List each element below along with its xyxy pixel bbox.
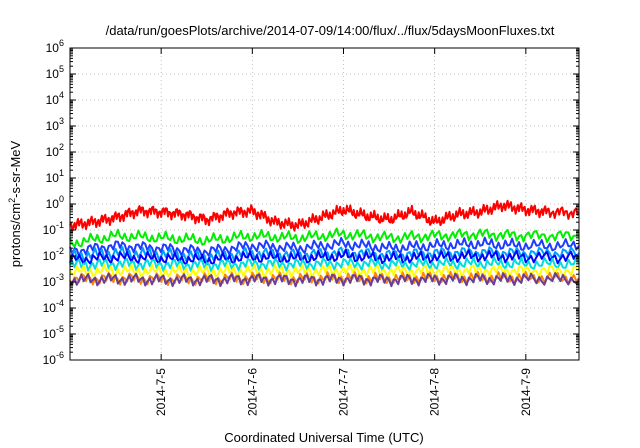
y-tick-base: 10 (46, 145, 60, 159)
y-tick-exponent: -1 (56, 220, 64, 230)
y-tick-exponent: 3 (59, 116, 64, 126)
y-tick-label: 106 (46, 38, 64, 55)
y-tick-label: 105 (46, 64, 64, 81)
x-tick-label: 2014-7-7 (336, 368, 350, 416)
y-tick-label: 10-1 (43, 220, 64, 237)
y-tick-base: 10 (43, 327, 57, 341)
y-axis-ticks: 10-610-510-410-310-210-11001011021031041… (43, 38, 579, 367)
x-tick-label: 2014-7-8 (428, 368, 442, 416)
y-tick-label: 10-3 (43, 272, 64, 289)
y-tick-exponent: -5 (56, 324, 64, 334)
x-tick-label: 2014-7-6 (245, 368, 259, 416)
flux-series-line-2 (69, 227, 580, 248)
y-tick-exponent: 4 (59, 90, 64, 100)
flux-series-line-6 (69, 256, 580, 273)
y-tick-exponent: -6 (56, 350, 64, 360)
chart-title: /data/run/goesPlots/archive/2014-07-09/1… (106, 23, 555, 38)
y-tick-exponent: 5 (59, 64, 64, 74)
y-tick-label: 10-6 (43, 350, 64, 367)
y-tick-label: 100 (46, 194, 64, 211)
flux-series-line-3 (69, 236, 580, 258)
y-tick-label: 10-2 (43, 246, 64, 263)
y-tick-base: 10 (43, 275, 57, 289)
y-tick-base: 10 (46, 119, 60, 133)
x-tick-label: 2014-7-9 (519, 368, 533, 416)
y-tick-base: 10 (46, 197, 60, 211)
y-axis-title-superscript: 2 (7, 198, 17, 203)
flux-series-line-1 (69, 199, 580, 232)
y-tick-exponent: 6 (59, 38, 64, 48)
y-tick-exponent: 1 (59, 168, 64, 178)
y-tick-base: 10 (46, 93, 60, 107)
y-tick-label: 101 (46, 168, 64, 185)
series-layer (69, 199, 580, 288)
y-tick-exponent: -4 (56, 298, 64, 308)
y-tick-label: 10-4 (43, 298, 64, 315)
y-tick-base: 10 (43, 301, 57, 315)
y-tick-exponent: 0 (59, 194, 64, 204)
y-axis-title: protons/cm2-s-sr-MeV (7, 140, 23, 267)
y-tick-label: 104 (46, 90, 64, 107)
y-tick-label: 102 (46, 142, 64, 159)
flux-series-line-7 (69, 263, 580, 279)
flux-series-line-9 (69, 272, 580, 288)
x-axis-title: Coordinated Universal Time (UTC) (224, 430, 423, 445)
flux-series-line-5 (69, 248, 580, 266)
y-tick-exponent: 2 (59, 142, 64, 152)
y-axis-title-prefix: protons/cm (8, 203, 23, 267)
y-tick-base: 10 (43, 353, 57, 367)
y-tick-base: 10 (46, 41, 60, 55)
y-tick-label: 10-5 (43, 324, 64, 341)
y-tick-base: 10 (43, 223, 57, 237)
y-tick-exponent: -2 (56, 246, 64, 256)
y-tick-base: 10 (43, 249, 57, 263)
y-tick-exponent: -3 (56, 272, 64, 282)
y-tick-base: 10 (46, 67, 60, 81)
grid-layer (70, 48, 579, 360)
y-axis-title-suffix: -s-sr-MeV (8, 140, 23, 197)
x-tick-label: 2014-7-5 (154, 368, 168, 416)
y-tick-label: 103 (46, 116, 64, 133)
y-tick-base: 10 (46, 171, 60, 185)
x-axis-ticks: 2014-7-5 2014-7-6 2014-7-7 2014-7-8 2014-7-9 (154, 48, 533, 416)
